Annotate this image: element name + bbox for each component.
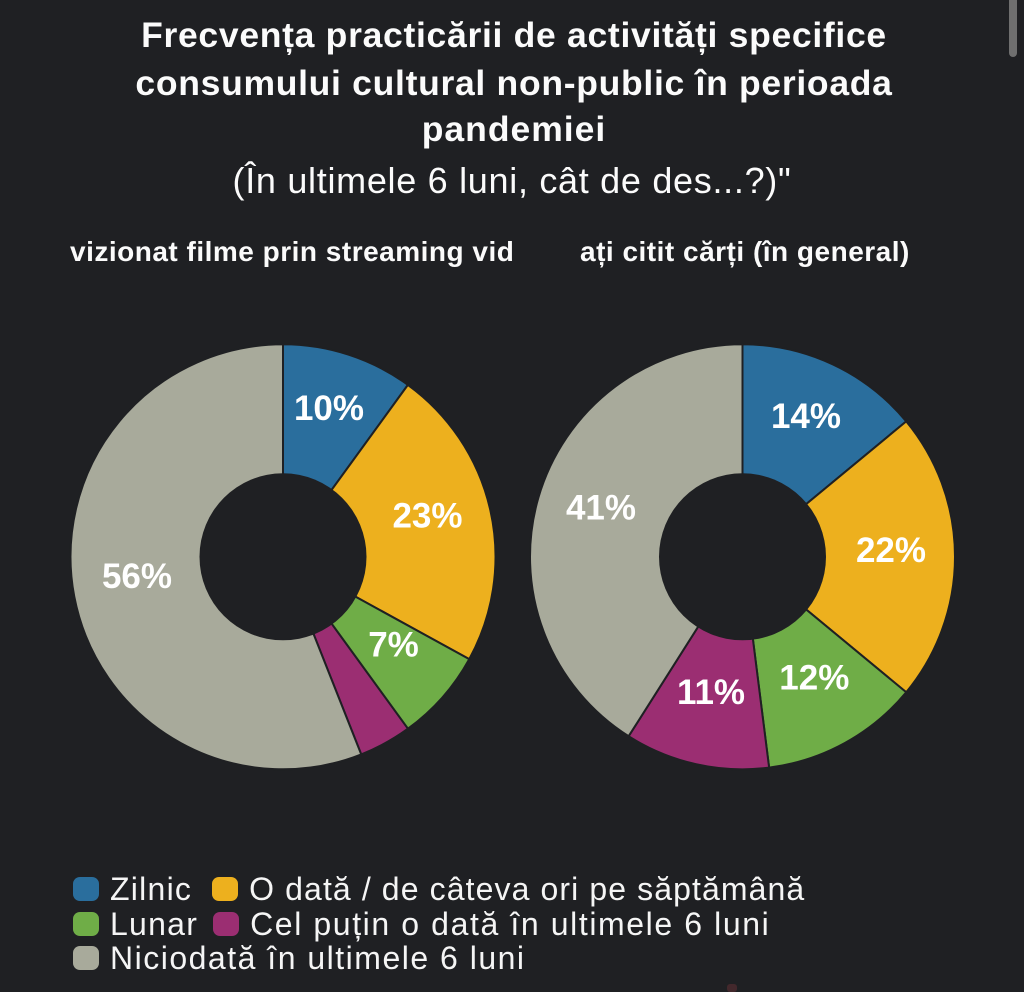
svg-text:7%: 7% [368,625,419,664]
svg-text:10%: 10% [294,389,364,428]
svg-text:12%: 12% [779,658,849,697]
svg-text:23%: 23% [392,496,462,535]
svg-text:14%: 14% [771,397,841,436]
svg-text:22%: 22% [856,531,926,570]
svg-text:41%: 41% [566,489,636,528]
svg-text:56%: 56% [102,557,172,596]
svg-text:11%: 11% [677,673,745,712]
